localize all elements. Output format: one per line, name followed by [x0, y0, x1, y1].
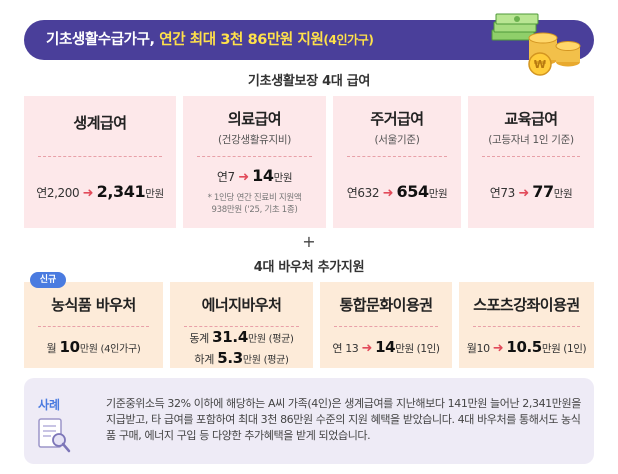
document-search-icon: [38, 418, 71, 453]
banner-title-small: (4인가구): [323, 33, 374, 47]
benefit-title: 교육급여: [504, 110, 558, 128]
benefit-subtitle: (건강생활유지비): [217, 134, 292, 146]
right-arrow-icon: ➜: [382, 186, 394, 201]
voucher-title: 에너지바우처: [201, 296, 282, 314]
right-arrow-icon: ➜: [82, 186, 94, 201]
voucher-title: 농식품 바우처: [51, 296, 136, 314]
benefit-card-medical: 의료급여 (건강생활유지비) 연7 ➜ 14만원 * 1인당 연간 진료비 지원…: [183, 96, 326, 228]
benefit-title: 주거급여: [370, 110, 424, 128]
section-title-benefits: 기초생활보장 4대 급여: [247, 74, 371, 89]
plus-sign: +: [302, 232, 316, 251]
divider: [38, 326, 149, 327]
benefit-subtitle: (서울기준): [374, 134, 420, 146]
divider: [334, 326, 438, 327]
case-box: 사례 기준중위소득 32% 이하에 해당하는 A씨 가족(4인)은 생계급여를 …: [24, 378, 594, 464]
divider: [482, 156, 580, 157]
case-description: 기준중위소득 32% 이하에 해당하는 A씨 가족(4인)은 생계급여를 지난해…: [106, 397, 581, 442]
voucher-card-food: 농식품 바우처 월 10만원 (4인가구): [24, 282, 163, 368]
voucher-card-energy: 에너지바우처 동계 31.4만원 (평균) 하계 5.3만원 (평균): [170, 282, 313, 368]
coin-icon: ₩: [528, 52, 552, 76]
benefit-title: 생계급여: [73, 114, 127, 132]
voucher-value: 월 10만원 (4인가구): [46, 338, 141, 356]
divider: [347, 156, 447, 157]
section-title-vouchers: 4대 바우처 추가지원: [253, 260, 365, 275]
banner-title-main: 기초생활수급가구,: [46, 32, 160, 48]
right-arrow-icon: ➜: [518, 186, 529, 201]
benefit-card-living: 생계급여 연2,200 ➜ 2,341만원: [24, 96, 176, 228]
right-arrow-icon: ➜: [492, 341, 504, 356]
voucher-value: 연 13 ➜ 14만원 (1인): [332, 338, 440, 356]
benefit-value: 연73 ➜ 77만원: [489, 182, 573, 201]
benefit-value: 연632 ➜ 654만원: [346, 182, 448, 201]
divider: [38, 156, 162, 157]
divider: [184, 326, 299, 327]
benefit-value: 연2,200 ➜ 2,341만원: [36, 182, 164, 201]
benefit-subtitle: (고등자녀 1인 기준): [488, 134, 574, 146]
voucher-value: 동계 31.4만원 (평균) 하계 5.3만원 (평균): [189, 328, 294, 367]
voucher-title: 통합문화이용권: [339, 296, 433, 314]
case-label: 사례: [38, 398, 61, 412]
divider: [473, 326, 580, 327]
divider: [197, 156, 312, 157]
voucher-card-sports: 스포츠강좌이용권 월10 ➜ 10.5만원 (1인): [459, 282, 594, 368]
voucher-card-culture: 통합문화이용권 연 13 ➜ 14만원 (1인): [320, 282, 452, 368]
benefit-value: 연7 ➜ 14만원: [216, 166, 293, 185]
benefit-card-housing: 주거급여 (서울기준) 연632 ➜ 654만원: [333, 96, 461, 228]
voucher-title: 스포츠강좌이용권: [473, 296, 580, 314]
right-arrow-icon: ➜: [238, 170, 249, 185]
benefit-note: * 1인당 연간 진료비 지원액 938만원 ('25, 기초 1종): [207, 193, 302, 215]
benefit-title: 의료급여: [227, 110, 282, 128]
new-badge: 신규: [30, 272, 66, 288]
money-stack-icon: ₩: [491, 13, 581, 76]
banner-title-highlight: 연간 최대 3천 86만원 지원: [159, 32, 324, 48]
benefit-card-education: 교육급여 (고등자녀 1인 기준) 연73 ➜ 77만원: [468, 96, 594, 228]
voucher-value: 월10 ➜ 10.5만원 (1인): [466, 338, 587, 356]
svg-text:₩: ₩: [534, 58, 546, 71]
banner-title: 기초생활수급가구, 연간 최대 3천 86만원 지원(4인가구): [46, 20, 374, 60]
right-arrow-icon: ➜: [361, 341, 373, 356]
